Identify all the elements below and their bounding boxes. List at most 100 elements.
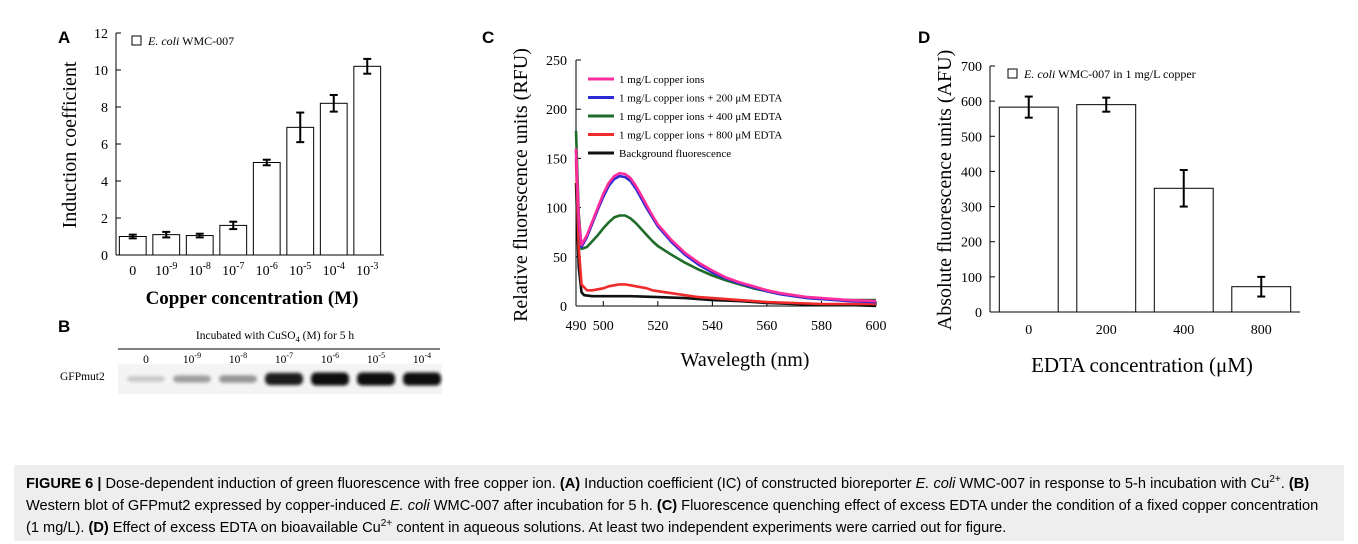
x-tick-label: 800 [1251, 323, 1272, 338]
blot-band [265, 372, 303, 386]
caption-fragment: 2+ [1269, 474, 1281, 486]
blot-band [173, 375, 211, 383]
bar [998, 106, 1059, 313]
blot-lane-label: 10-8 [229, 351, 247, 366]
legend: E. coli WMC-007 [131, 34, 234, 48]
x-tick-label: 0 [1025, 323, 1032, 338]
x-tick-label: 540 [702, 319, 723, 334]
y-tick-label: 700 [961, 60, 982, 75]
panel-c-ylabel: Relative fluorescence units (RFU) [510, 48, 532, 322]
blot-band [311, 372, 349, 386]
x-tick-label: 10-8 [189, 261, 211, 279]
caption-fragment: content in aqueous solutions. At least t… [392, 520, 1007, 536]
caption-fragment: (B) [1288, 476, 1310, 492]
y-tick-label: 600 [961, 95, 982, 110]
x-tick-label: 10-6 [256, 261, 278, 279]
y-tick-label: 0 [560, 300, 567, 315]
y-tick-label: 0 [101, 249, 108, 264]
blot-row-label: GFPmut2 [60, 371, 105, 383]
panel-d-ylabel: Absolute fluorescence units (AFU) [934, 50, 956, 331]
legend-label: Background fluorescence [619, 148, 731, 160]
y-tick-label: 100 [546, 202, 567, 217]
y-tick-label: 200 [961, 236, 982, 251]
blot-band [357, 372, 395, 386]
y-tick-label: 50 [553, 251, 567, 266]
bar [1231, 286, 1292, 313]
bar [319, 102, 348, 256]
blot-lane-label: 10-7 [275, 351, 293, 366]
series-line [574, 182, 877, 308]
y-tick-label: 12 [94, 27, 108, 42]
y-tick-label: 100 [961, 271, 982, 286]
figure-label: FIGURE 6 | [26, 476, 102, 492]
x-tick-label: 0 [129, 264, 136, 279]
bar [185, 235, 214, 256]
caption-text: Dose-dependent induction of green fluore… [26, 474, 1318, 536]
y-tick-label: 4 [101, 175, 108, 190]
legend: 1 mg/L copper ions 1 mg/L copper ions + 2… [588, 74, 782, 160]
bar [286, 126, 315, 256]
series-line [574, 158, 876, 306]
legend-swatch [131, 35, 142, 46]
caption-fragment: 2+ [380, 518, 393, 530]
x-tick-label: 500 [593, 319, 614, 334]
x-tick-label: 200 [1096, 323, 1117, 338]
y-tick-label: 300 [961, 201, 982, 216]
x-tick-label: 580 [811, 319, 832, 334]
caption-fragment: E. coli [915, 476, 956, 492]
figure-caption: FIGURE 6 | Dose-dependent induction of g… [14, 465, 1344, 541]
blot-lane-label: 10-5 [367, 351, 385, 366]
blot-band [127, 376, 165, 382]
bar [219, 224, 248, 256]
bar [252, 162, 281, 256]
blot-band [403, 372, 441, 386]
caption-fragment: (D) [88, 520, 109, 536]
x-tick-label: 400 [1173, 323, 1194, 338]
x-tick-label: 560 [756, 319, 777, 334]
y-tick-label: 150 [546, 152, 567, 167]
panel-c-spectra-chart: C Relative fluorescence units (RFU) Wave… [482, 28, 887, 371]
bar [353, 65, 382, 256]
legend: E. coli WMC-007 in 1 mg/L copper [1007, 67, 1196, 81]
caption-fragment: (C) [656, 498, 678, 514]
caption-fragment: E. coli [389, 498, 430, 514]
x-tick-label: 520 [647, 319, 668, 334]
x-tick-label: 10-9 [155, 261, 177, 279]
caption-fragment: WMC-007 in response to 5-h incubation wi… [955, 476, 1270, 492]
caption-fragment: Effect of excess EDTA on bioavailable Cu [108, 520, 381, 536]
x-tick-label: 600 [866, 319, 887, 334]
y-tick-label: 2 [101, 212, 108, 227]
legend-label: 1 mg/L copper ions + 800 μM EDTA [619, 130, 782, 142]
panel-a-label: A [58, 28, 70, 47]
legend-swatch [1007, 68, 1018, 79]
blot-band [219, 375, 257, 383]
y-tick-label: 250 [546, 54, 567, 69]
y-tick-label: 8 [101, 101, 108, 116]
x-tick-label: 490 [566, 319, 587, 334]
blot-lane-label: 0 [143, 354, 149, 366]
caption-fragment: WMC-007 after incubation for 5 h. [429, 498, 657, 514]
blot-lane-label: 10-9 [183, 351, 201, 366]
x-tick-label: 10-7 [222, 261, 244, 279]
y-tick-label: 500 [961, 130, 982, 145]
series-line [574, 148, 877, 303]
caption-fragment: . [1280, 476, 1289, 492]
blot-lane-label: 10-6 [321, 351, 339, 366]
legend-label: 1 mg/L copper ions + 200 μM EDTA [619, 93, 782, 105]
x-tick-label: 10-4 [323, 261, 345, 279]
panel-c-label: C [482, 28, 494, 47]
panel-a-ylabel: Induction coefficient [59, 61, 81, 228]
panel-d-label: D [918, 28, 930, 47]
legend-label: 1 mg/L copper ions + 400 μM EDTA [619, 111, 782, 123]
legend-label: 1 mg/L copper ions [619, 74, 704, 86]
panel-d-xlabel: EDTA concentration (μM) [1031, 353, 1253, 377]
y-tick-label: 400 [961, 165, 982, 180]
bar [1076, 104, 1137, 313]
panel-a-xlabel: Copper concentration (M) [146, 288, 359, 309]
caption-fragment: Induction coefficient (IC) of constructe… [580, 476, 916, 492]
y-tick-label: 200 [546, 103, 567, 118]
panel-d-edta-chart: D Absolute fluorescence units (AFU) EDTA… [918, 28, 1300, 377]
blot-lane-label: 10-4 [413, 351, 431, 366]
y-tick-label: 10 [94, 64, 108, 79]
caption-fragment: Western blot of GFPmut2 expressed by cop… [26, 498, 390, 514]
